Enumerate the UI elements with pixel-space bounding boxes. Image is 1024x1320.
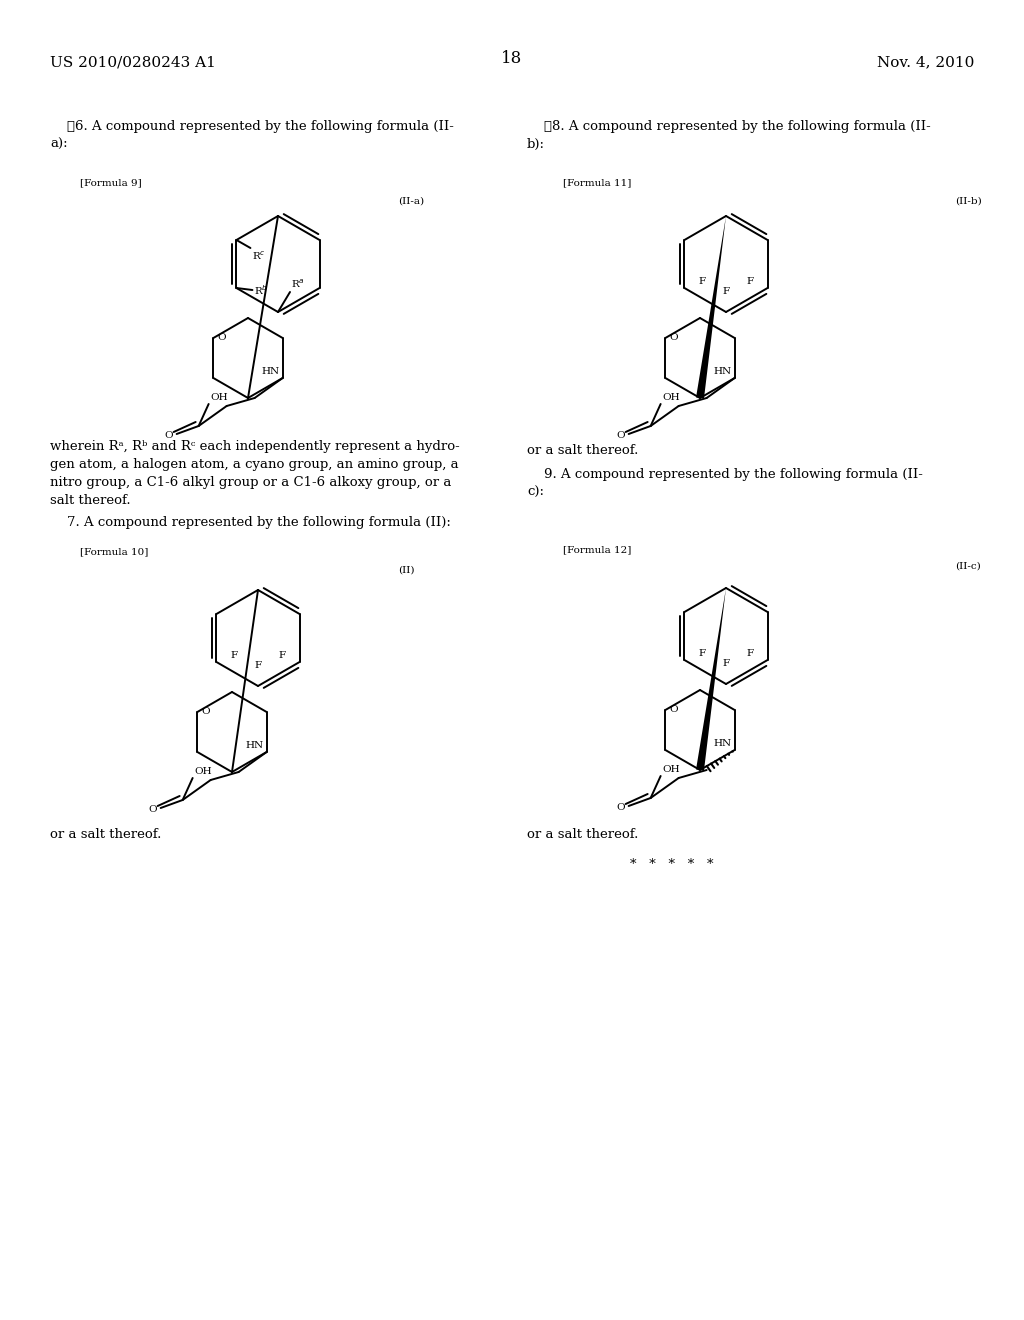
Text: 8. A compound represented by the following formula (II-: 8. A compound represented by the follow… <box>527 120 931 133</box>
Text: OH: OH <box>663 393 680 403</box>
Text: F: F <box>723 659 729 668</box>
Text: F: F <box>746 277 754 286</box>
Text: O: O <box>670 334 678 342</box>
Text: 7. A compound represented by the following formula (II):: 7. A compound represented by the followi… <box>50 516 451 529</box>
Text: F: F <box>698 277 706 286</box>
Text: F: F <box>723 286 729 296</box>
Text: gen atom, a halogen atom, a cyano group, an amino group, a: gen atom, a halogen atom, a cyano group,… <box>50 458 459 471</box>
Text: HN: HN <box>714 739 731 748</box>
Text: O: O <box>148 805 157 814</box>
Text: (II-a): (II-a) <box>398 197 424 206</box>
Text: OH: OH <box>663 766 680 774</box>
Text: O: O <box>217 334 226 342</box>
Text: O: O <box>670 705 678 714</box>
Text: O: O <box>202 708 210 717</box>
Text: or a salt thereof.: or a salt thereof. <box>527 828 638 841</box>
Text: R$^a$: R$^a$ <box>291 277 305 290</box>
Text: F: F <box>279 652 286 660</box>
Text: HN: HN <box>246 741 263 750</box>
Text: (II-b): (II-b) <box>955 197 982 206</box>
Text: (II): (II) <box>398 566 415 576</box>
Text: F: F <box>254 661 261 671</box>
Text: F: F <box>698 649 706 659</box>
Text: OH: OH <box>195 767 212 776</box>
Text: Nov. 4, 2010: Nov. 4, 2010 <box>877 55 974 69</box>
Text: wherein Rᵃ, Rᵇ and Rᶜ each independently represent a hydro-: wherein Rᵃ, Rᵇ and Rᶜ each independently… <box>50 440 460 453</box>
Text: or a salt thereof.: or a salt thereof. <box>527 444 638 457</box>
Text: c):: c): <box>527 486 544 499</box>
Text: *   *   *   *   *: * * * * * <box>630 858 714 871</box>
Text: O: O <box>616 804 625 813</box>
Text: US 2010/0280243 A1: US 2010/0280243 A1 <box>50 55 216 69</box>
Text: or a salt thereof.: or a salt thereof. <box>50 828 162 841</box>
Text: (II-c): (II-c) <box>955 562 981 572</box>
Text: [Formula 12]: [Formula 12] <box>563 545 632 554</box>
Text: F: F <box>746 649 754 659</box>
Text: O: O <box>164 432 173 441</box>
Text: 6. A compound represented by the following formula (II-: 6. A compound represented by the follow… <box>50 120 454 133</box>
Text: [Formula 9]: [Formula 9] <box>80 178 141 187</box>
Text: [Formula 10]: [Formula 10] <box>80 546 148 556</box>
Text: 9. A compound represented by the following formula (II-: 9. A compound represented by the followi… <box>527 469 923 480</box>
Text: b):: b): <box>527 139 545 150</box>
Text: a):: a): <box>50 139 68 150</box>
Text: R$^c$: R$^c$ <box>253 249 266 263</box>
Text: O: O <box>616 432 625 441</box>
Text: HN: HN <box>714 367 731 376</box>
Text: R$^b$: R$^b$ <box>254 282 268 297</box>
Polygon shape <box>696 587 726 771</box>
Text: HN: HN <box>261 367 280 376</box>
Text: [Formula 11]: [Formula 11] <box>563 178 632 187</box>
Text: nitro group, a C1-6 alkyl group or a C1-6 alkoxy group, or a: nitro group, a C1-6 alkyl group or a C1-… <box>50 477 452 488</box>
Text: 18: 18 <box>502 50 522 67</box>
Polygon shape <box>696 216 726 399</box>
Text: OH: OH <box>211 393 228 403</box>
Text: F: F <box>230 652 238 660</box>
Text: salt thereof.: salt thereof. <box>50 494 131 507</box>
